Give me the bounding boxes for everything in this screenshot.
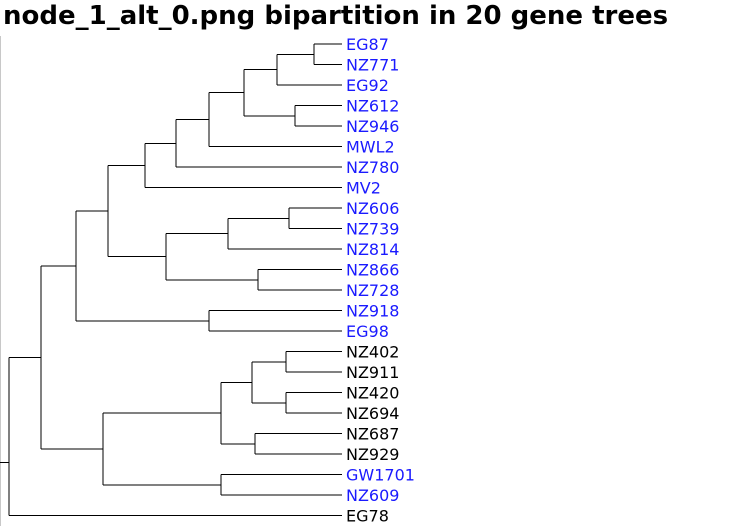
leaf-label-mwl2: MWL2 — [346, 138, 395, 157]
leaf-label-nz814: NZ814 — [346, 240, 399, 259]
leaf-label-nz929: NZ929 — [346, 445, 399, 464]
frame-divider — [0, 36, 1, 526]
leaf-label-eg98: EG98 — [346, 322, 389, 341]
leaf-label-nz946: NZ946 — [346, 117, 399, 136]
leaf-label-gw1701: GW1701 — [346, 466, 415, 485]
leaf-label-nz728: NZ728 — [346, 281, 399, 300]
leaf-label-nz609: NZ609 — [346, 486, 399, 505]
leaf-label-nz612: NZ612 — [346, 97, 399, 116]
leaf-label-eg92: EG92 — [346, 76, 389, 95]
leaf-label-nz606: NZ606 — [346, 199, 399, 218]
leaf-label-nz687: NZ687 — [346, 425, 399, 444]
leaf-label-nz739: NZ739 — [346, 220, 399, 239]
leaf-label-nz402: NZ402 — [346, 343, 399, 362]
leaf-label-nz771: NZ771 — [346, 56, 399, 75]
leaf-label-nz918: NZ918 — [346, 302, 399, 321]
leaf-label-nz866: NZ866 — [346, 261, 399, 280]
leaf-label-nz911: NZ911 — [346, 363, 399, 382]
leaf-label-eg87: EG87 — [346, 35, 389, 54]
page-title: node_1_alt_0.png bipartition in 20 gene … — [3, 1, 669, 31]
leaf-label-nz420: NZ420 — [346, 384, 399, 403]
leaf-label-mv2: MV2 — [346, 179, 381, 198]
leaf-label-nz694: NZ694 — [346, 404, 399, 423]
leaf-label-nz780: NZ780 — [346, 158, 399, 177]
leaf-label-eg78: EG78 — [346, 507, 389, 526]
